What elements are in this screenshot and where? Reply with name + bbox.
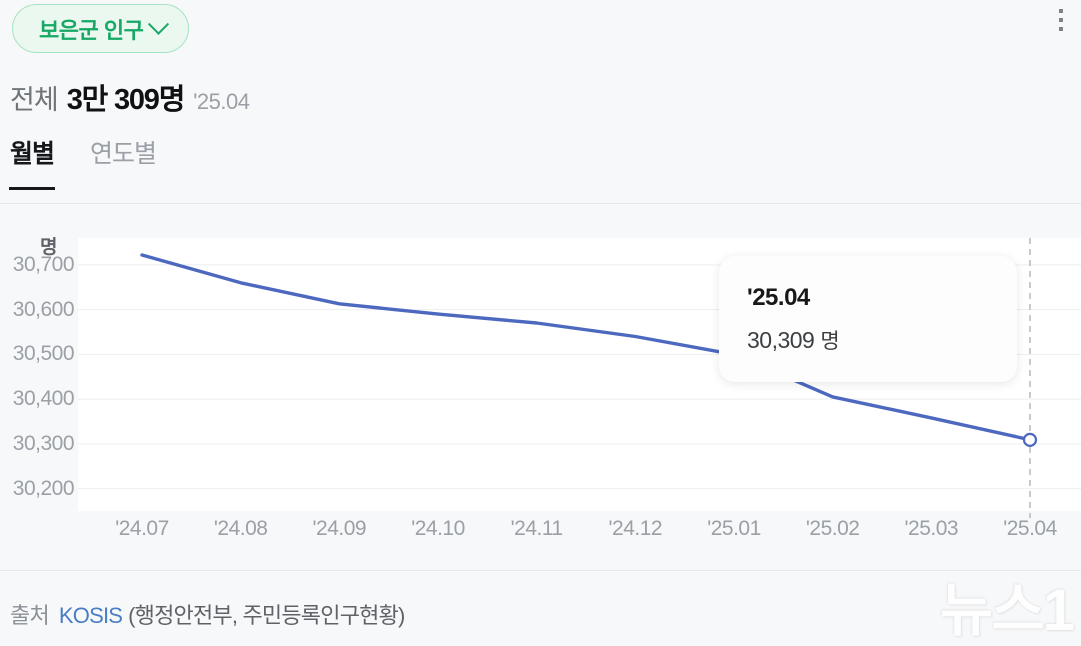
chevron-down-icon <box>148 13 170 35</box>
y-axis-tick: 30,700 <box>12 252 75 276</box>
source-link-kosis[interactable]: KOSIS <box>58 603 123 628</box>
summary-value: 3만 309명 <box>66 84 186 116</box>
kebab-dot-icon <box>1059 18 1063 22</box>
y-axis-unit-label: 명 <box>40 237 58 258</box>
source-detail: (행정안전부, 주민등록인구현황) <box>128 603 405 628</box>
kebab-dot-icon <box>1059 9 1063 13</box>
summary-label: 전체 <box>10 85 59 115</box>
summary-line: 전체 3만 309명 '25.04 <box>10 76 250 118</box>
source-line: 출처 KOSIS (행정안전부, 주민등록인구현황) <box>10 598 405 630</box>
kebab-menu-button[interactable] <box>1050 9 1072 43</box>
x-axis-tick: '24.08 <box>213 517 268 540</box>
region-selector[interactable]: 보은군 인구 <box>12 4 190 53</box>
news1-watermark: 뉴스1 <box>940 578 1075 643</box>
chart-plot-svg <box>78 238 1081 518</box>
x-axis-tick: '24.07 <box>115 517 169 540</box>
tooltip-unit: 명 <box>820 330 840 353</box>
x-axis-tick: '25.02 <box>805 517 860 540</box>
kebab-dot-icon <box>1059 27 1063 31</box>
tab-monthly[interactable]: 월별 <box>8 134 56 190</box>
x-axis-tick: '24.11 <box>510 517 564 540</box>
tabs-divider <box>0 203 1081 204</box>
x-axis-tick: '24.09 <box>312 517 367 540</box>
x-axis-tick: '25.03 <box>904 517 959 540</box>
y-axis-tick: 30,200 <box>12 476 75 500</box>
region-badge-label: 보은군 인구 <box>39 17 144 43</box>
period-tabs[interactable]: 월별 연도별 <box>8 134 157 190</box>
y-axis-tick: 30,600 <box>12 297 75 321</box>
tab-yearly[interactable]: 연도별 <box>90 140 157 168</box>
y-axis-tick: 30,300 <box>12 431 75 455</box>
region-badge-button[interactable]: 보은군 인구 <box>12 4 190 53</box>
tooltip-value: 30,309 <box>747 327 815 353</box>
y-axis-tick-labels: 30,700 30,600 30,500 30,400 30,300 30,200 <box>0 204 75 570</box>
tooltip-date: '25.04 <box>747 284 810 311</box>
x-axis-tick: '24.10 <box>411 517 465 540</box>
source-label: 출처 <box>10 603 50 628</box>
x-axis-tick: '25.04 <box>1003 517 1057 540</box>
summary-period: '25.04 <box>193 89 250 114</box>
x-axis-tick: '24.12 <box>608 517 663 540</box>
chart-tooltip: '25.04 30,309 명 <box>719 256 1017 382</box>
x-axis-tick: '25.01 <box>707 517 761 540</box>
footer-divider <box>0 570 1081 571</box>
y-axis-tick: 30,500 <box>12 342 75 366</box>
y-axis-tick: 30,400 <box>12 387 75 411</box>
